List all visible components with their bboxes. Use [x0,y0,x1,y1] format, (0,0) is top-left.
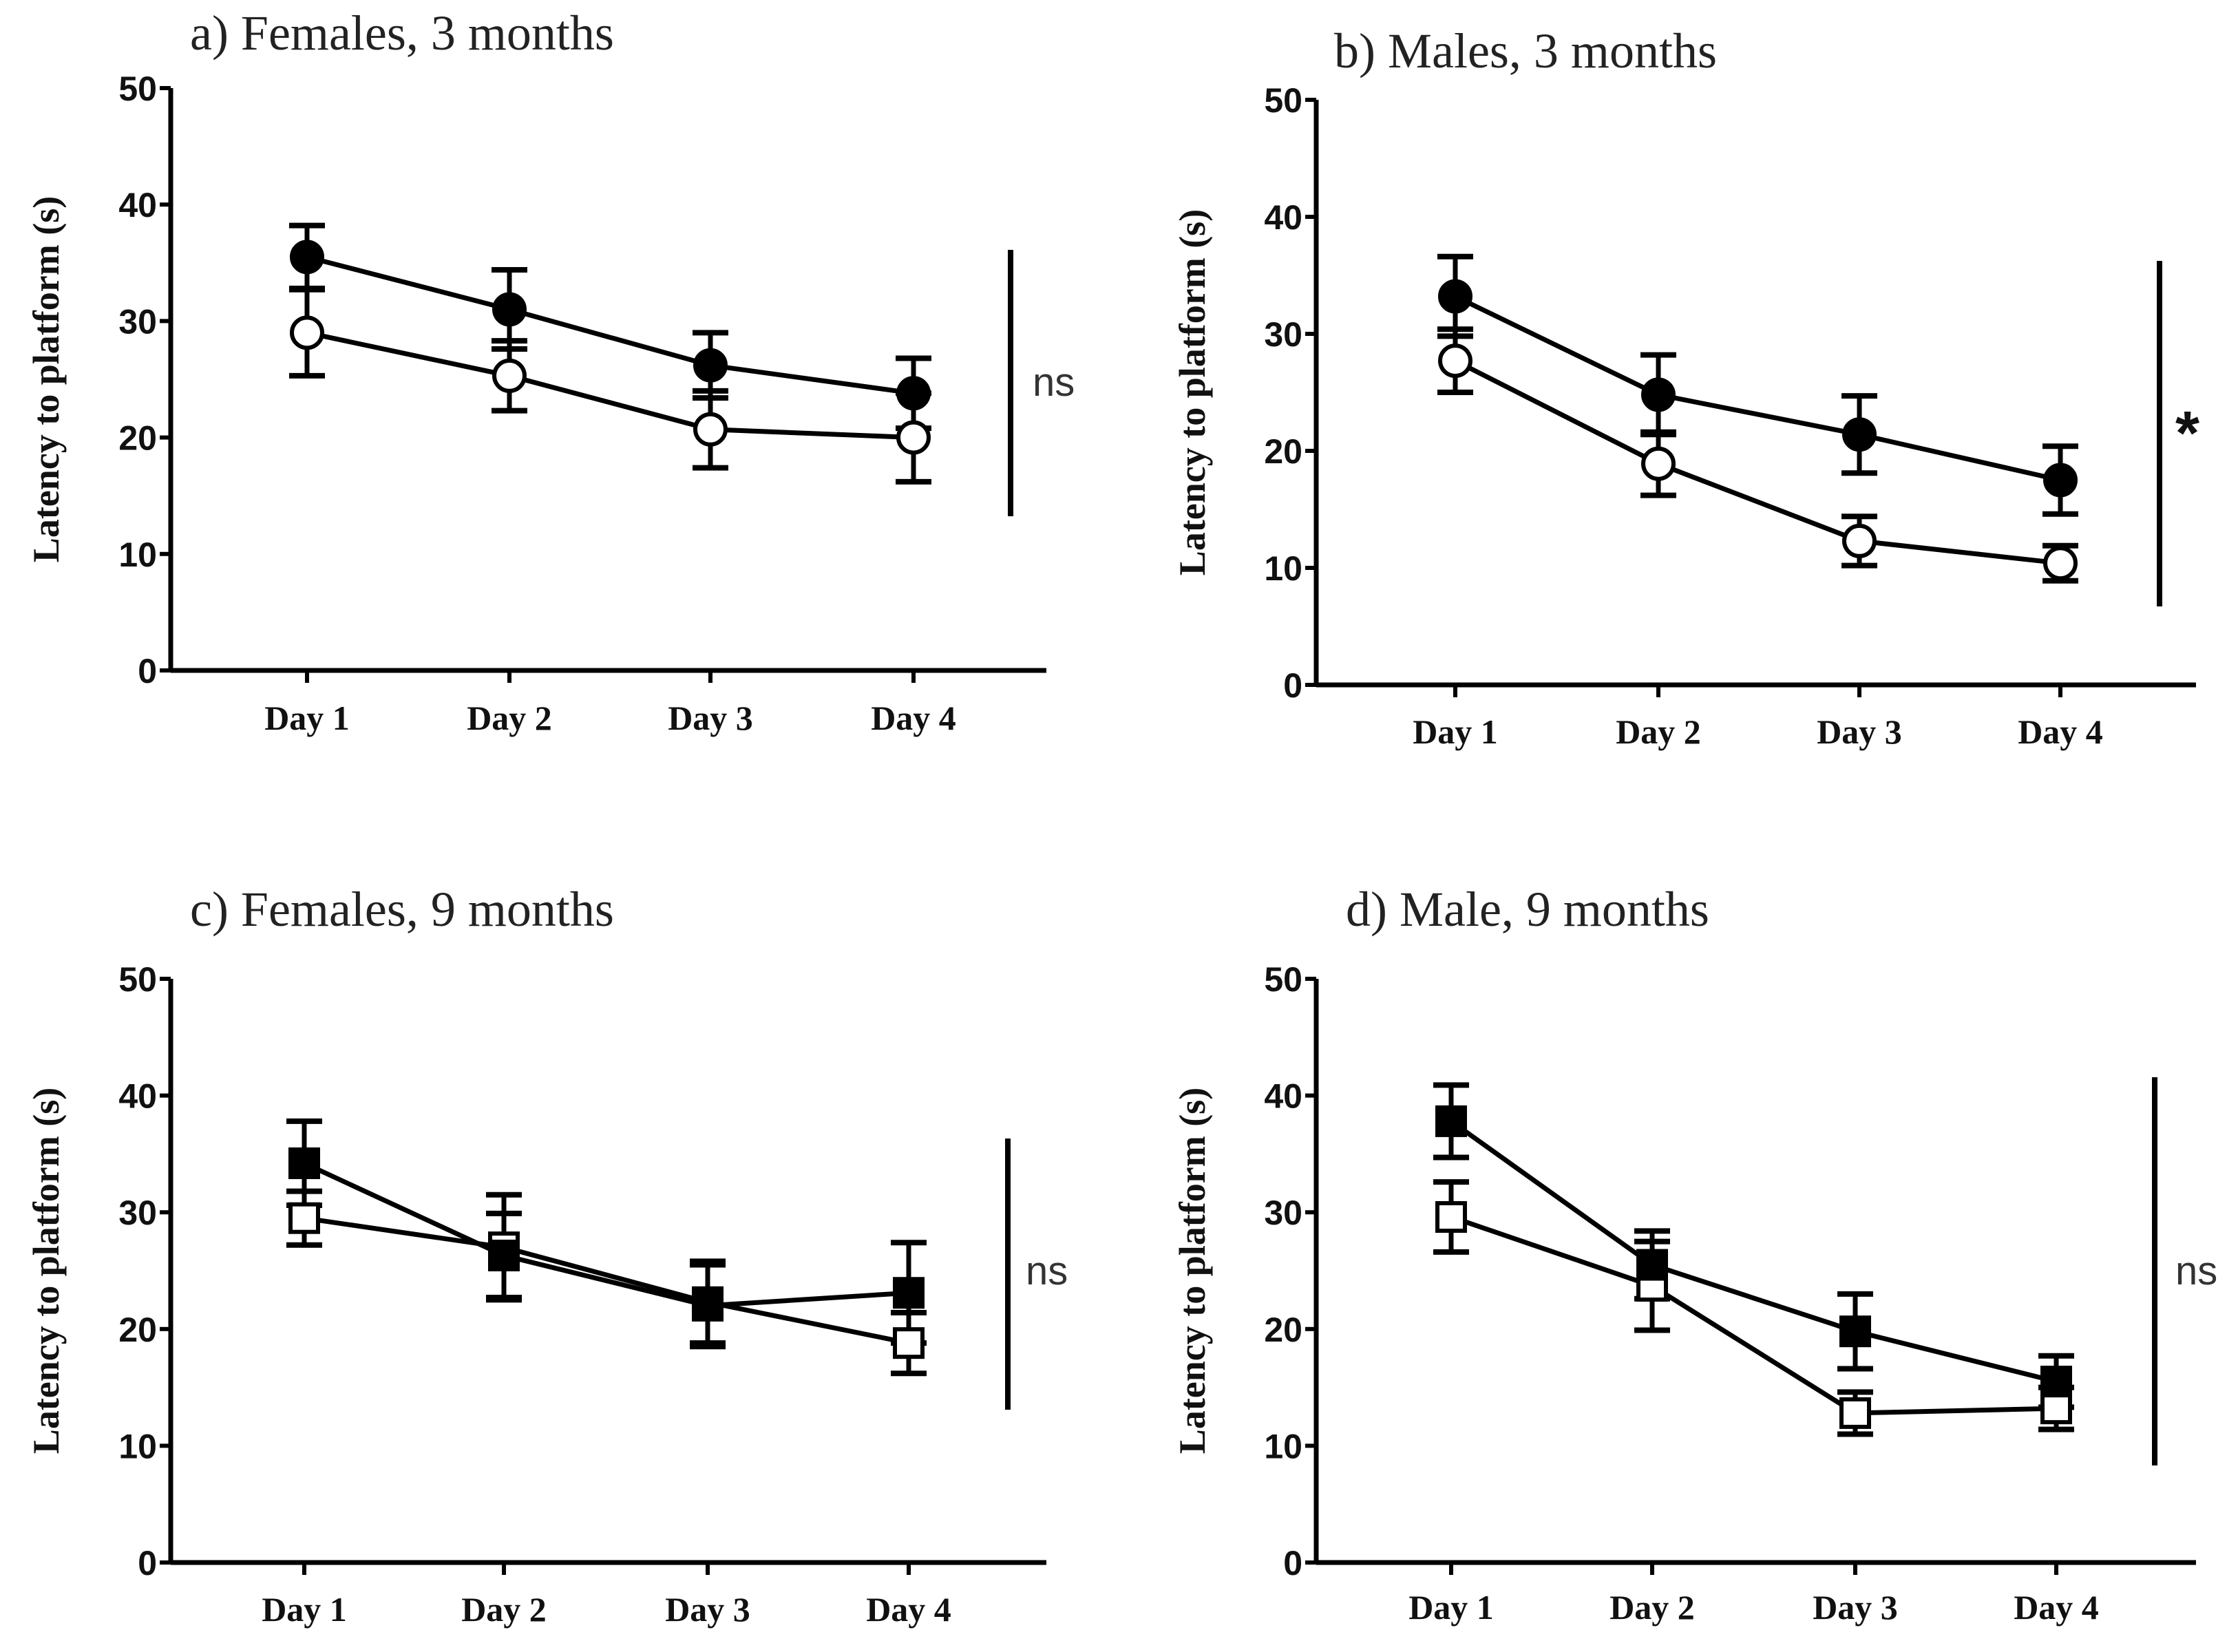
x-tick-label: Day 3 [665,1590,750,1629]
data-point-filled [1435,1105,1467,1137]
y-tick-label: 10 [1264,1427,1302,1465]
panel-a: a) Females, 3 months 0 10 20 30 40 50 Day 1 Day … [25,6,1075,737]
y-tick-label: 20 [1264,432,1302,471]
data-point-filled [692,1289,724,1322]
y-tick-label: 50 [118,70,157,108]
data-point-open [2040,1392,2072,1425]
y-axis-label: Latency to platform (s) [1172,209,1213,575]
data-point-filled [1438,279,1472,314]
data-point-open [1839,1397,1871,1429]
y-tick-label: 40 [118,1077,157,1116]
data-point-open [1842,523,1877,558]
y-axis-label: Latency to platform (s) [1172,1088,1213,1454]
y-axis-label: Latency to platform (s) [25,196,67,562]
y-tick-label: 20 [118,419,157,458]
data-point-open [1641,446,1676,481]
data-point-filled [896,376,931,411]
significance-label: ns [1026,1249,1068,1293]
panel-title: d) Male, 9 months [1346,882,1709,937]
series-line-filled [1449,1119,2057,1384]
panel-title: c) Females, 9 months [190,882,614,937]
y-tick-label: 30 [1264,1194,1302,1232]
series-line-open [306,330,914,441]
x-tick-label: Day 1 [264,699,350,737]
data-point-open [1435,1200,1467,1233]
y-tick-label: 0 [138,1544,157,1582]
data-point-open [2043,546,2078,581]
x-tick-label: Day 1 [262,1590,347,1629]
x-tick-label: Day 2 [1616,712,1701,751]
data-point-filled [2040,1366,2072,1398]
series-line-open [1450,1214,2057,1416]
data-point-open [288,1202,320,1234]
y-tick-label: 40 [1264,1077,1302,1116]
y-tick-label: 10 [118,1427,157,1465]
x-tick-label: Day 3 [1813,1588,1898,1627]
y-tick-label: 40 [118,186,157,224]
significance-label: * [2175,399,2199,468]
x-tick-label: Day 2 [461,1590,547,1629]
y-tick-label: 10 [1264,549,1302,588]
data-point-open [1438,343,1472,379]
x-tick-label: Day 4 [871,699,956,737]
x-tick-label: Day 1 [1408,1588,1494,1627]
significance-label: ns [1033,360,1075,405]
data-point-filled [1839,1315,1871,1348]
data-point-filled [693,348,728,383]
series-line-filled [1454,294,2061,483]
data-point-filled [290,240,324,275]
x-tick-label: Day 4 [866,1590,951,1629]
data-point-filled [488,1239,520,1271]
data-point-filled [288,1147,320,1179]
y-tick-label: 20 [1264,1311,1302,1349]
data-point-filled [492,292,527,327]
y-tick-label: 0 [1283,1544,1302,1582]
x-tick-label: Day 3 [1817,712,1902,751]
panel-title: b) Males, 3 months [1334,23,1717,78]
data-point-open [893,1327,925,1359]
y-tick-label: 40 [1264,198,1302,237]
data-point-filled [2043,463,2078,498]
x-tick-label: Day 4 [2018,712,2103,751]
data-point-open [896,420,931,455]
y-tick-label: 30 [118,1194,157,1232]
series-line-filled [306,254,914,396]
series-line-filled [303,1161,909,1309]
y-tick-label: 10 [118,536,157,574]
x-tick-label: Day 4 [2014,1588,2099,1627]
y-tick-label: 50 [118,960,157,999]
data-point-filled [893,1277,925,1309]
y-tick-label: 30 [118,302,157,341]
panel-d: d) Male, 9 months 0 10 20 30 40 50 Day 1 Day 2 Da… [1172,882,2217,1627]
x-tick-label: Day 1 [1413,712,1498,751]
data-point-filled [1842,417,1877,452]
panel-title: a) Females, 3 months [190,6,614,61]
data-point-open [290,315,324,350]
series-line-open [1454,358,2061,566]
y-tick-label: 50 [1264,81,1302,120]
x-tick-label: Day 3 [668,699,753,737]
panel-b: b) Males, 3 months 0 10 20 30 40 50 Day 1 Day 2 D… [1172,23,2199,751]
x-tick-label: Day 2 [467,699,552,737]
series-line-open [304,1216,909,1346]
data-point-open [693,412,728,447]
panel-c: c) Females, 9 months 0 10 20 30 40 50 Day 1 Day … [25,882,1068,1629]
y-axis-label: Latency to platform (s) [25,1088,67,1454]
y-tick-label: 50 [1264,960,1302,999]
y-tick-label: 0 [1283,666,1302,705]
significance-label: ns [2175,1249,2217,1293]
data-point-open [492,358,527,393]
data-point-filled [1636,1249,1668,1281]
data-point-filled [1641,377,1676,412]
y-tick-label: 0 [138,652,157,690]
x-tick-label: Day 2 [1609,1588,1695,1627]
y-tick-label: 20 [118,1311,157,1349]
y-tick-label: 30 [1264,315,1302,354]
